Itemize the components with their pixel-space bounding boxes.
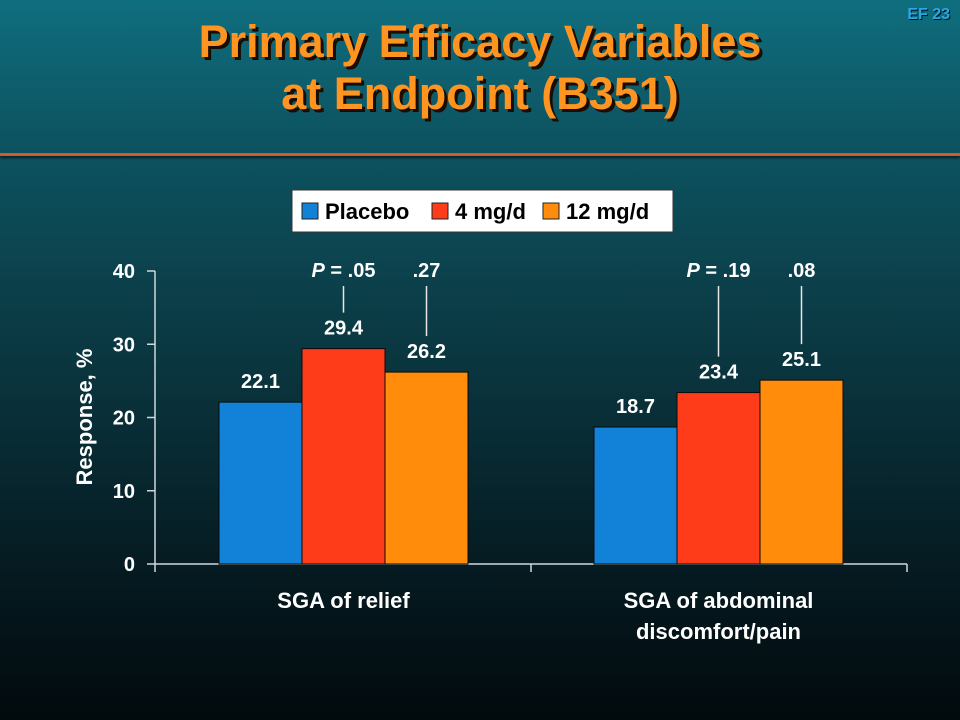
data-label-1-2: 25.1: [782, 349, 821, 371]
p-value-text-0: = .05: [325, 260, 376, 282]
bar-0-2: [384, 371, 469, 565]
p-value-text-1: .27: [413, 260, 441, 282]
p-value-label-1: .27: [413, 260, 441, 282]
p-value-label-3: .08: [788, 260, 816, 282]
bar-1-0: [593, 426, 678, 565]
p-value-text-2: = .19: [700, 260, 751, 282]
legend-swatch-1: [431, 202, 449, 220]
y-tick-label-4: 40: [113, 261, 135, 283]
legend-swatch-0: [301, 202, 319, 220]
title-divider: [0, 153, 960, 156]
p-value-label-2: P = .19: [687, 260, 751, 282]
data-label-1-1: 23.4: [699, 362, 739, 384]
category-label-1-1: discomfort/pain: [636, 619, 801, 644]
p-value-label-0: P = .05: [312, 260, 376, 282]
p-value-prefix-0: P: [312, 260, 326, 282]
p-value-text-3: .08: [788, 260, 816, 282]
y-axis-label: Response, %: [72, 349, 97, 486]
slide-number: EF 23: [907, 6, 950, 23]
title-line-1: Primary Efficacy Variables: [198, 16, 762, 67]
category-label-1-0: SGA of abdominal: [624, 588, 814, 613]
y-tick-label-0: 0: [124, 554, 135, 576]
p-value-prefix-2: P: [687, 260, 701, 282]
data-label-1-0: 18.7: [616, 396, 655, 418]
title-line-2: at Endpoint (B351): [281, 68, 679, 119]
legend-label-0: Placebo: [325, 199, 409, 224]
data-label-0-0: 22.1: [241, 371, 280, 393]
page-title: Primary Efficacy Variables at Endpoint (…: [0, 16, 960, 120]
legend-swatch-2: [542, 202, 560, 220]
data-label-0-1: 29.4: [324, 318, 364, 340]
bar-1-1: [676, 392, 761, 565]
data-label-0-2: 26.2: [407, 341, 446, 363]
y-tick-label-2: 20: [113, 408, 135, 430]
bar-0-1: [301, 348, 386, 565]
bar-1-2: [759, 379, 844, 565]
category-label-0-0: SGA of relief: [277, 588, 410, 613]
legend-box: [291, 189, 674, 233]
legend-label-1: 4 mg/d: [455, 199, 526, 224]
legend-label-2: 12 mg/d: [566, 199, 649, 224]
y-tick-label-1: 10: [113, 481, 135, 503]
y-tick-label-3: 30: [113, 334, 135, 356]
bar-0-0: [218, 401, 303, 565]
